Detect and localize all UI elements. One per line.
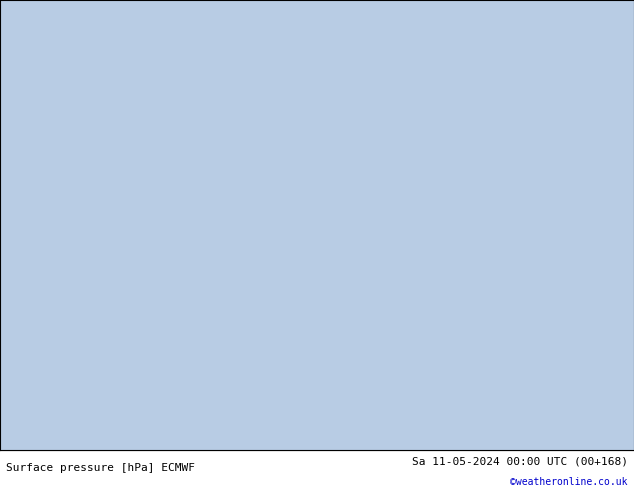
Text: Surface pressure [hPa] ECMWF: Surface pressure [hPa] ECMWF <box>6 463 195 473</box>
Text: ©weatheronline.co.uk: ©weatheronline.co.uk <box>510 477 628 487</box>
Text: Sa 11-05-2024 00:00 UTC (00+168): Sa 11-05-2024 00:00 UTC (00+168) <box>411 457 628 467</box>
